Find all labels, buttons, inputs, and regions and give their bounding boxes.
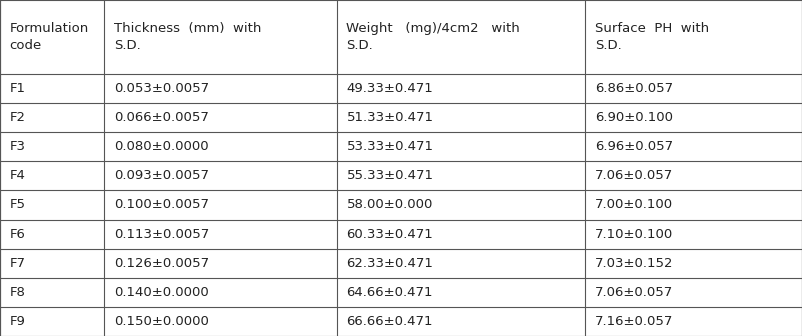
Text: F3: F3: [10, 140, 26, 153]
Text: 0.066±0.0057: 0.066±0.0057: [114, 111, 209, 124]
Text: 0.080±0.0000: 0.080±0.0000: [114, 140, 209, 153]
Text: 0.093±0.0057: 0.093±0.0057: [114, 169, 209, 182]
Text: 62.33±0.471: 62.33±0.471: [346, 257, 433, 270]
Text: 49.33±0.471: 49.33±0.471: [346, 82, 433, 95]
Text: F9: F9: [10, 315, 26, 328]
Text: F5: F5: [10, 199, 26, 211]
Text: 0.100±0.0057: 0.100±0.0057: [114, 199, 209, 211]
Text: 7.06±0.057: 7.06±0.057: [595, 169, 674, 182]
Text: 0.113±0.0057: 0.113±0.0057: [114, 227, 209, 241]
Text: 7.00±0.100: 7.00±0.100: [595, 199, 673, 211]
Text: F7: F7: [10, 257, 26, 270]
Text: 0.126±0.0057: 0.126±0.0057: [114, 257, 209, 270]
Text: Surface  PH  with
S.D.: Surface PH with S.D.: [595, 22, 709, 52]
Text: F4: F4: [10, 169, 26, 182]
Text: 7.03±0.152: 7.03±0.152: [595, 257, 674, 270]
Text: 58.00±0.000: 58.00±0.000: [346, 199, 433, 211]
Text: 6.86±0.057: 6.86±0.057: [595, 82, 673, 95]
Text: 0.150±0.0000: 0.150±0.0000: [114, 315, 209, 328]
Text: 6.96±0.057: 6.96±0.057: [595, 140, 673, 153]
Text: 7.06±0.057: 7.06±0.057: [595, 286, 674, 299]
Text: Weight   (mg)/4cm2   with
S.D.: Weight (mg)/4cm2 with S.D.: [346, 22, 520, 52]
Text: 7.16±0.057: 7.16±0.057: [595, 315, 674, 328]
Text: 0.053±0.0057: 0.053±0.0057: [114, 82, 209, 95]
Text: 64.66±0.471: 64.66±0.471: [346, 286, 433, 299]
Text: 66.66±0.471: 66.66±0.471: [346, 315, 433, 328]
Text: 60.33±0.471: 60.33±0.471: [346, 227, 433, 241]
Text: Thickness  (mm)  with
S.D.: Thickness (mm) with S.D.: [114, 22, 261, 52]
Text: F2: F2: [10, 111, 26, 124]
Text: F1: F1: [10, 82, 26, 95]
Text: 51.33±0.471: 51.33±0.471: [346, 111, 433, 124]
Text: Formulation
code: Formulation code: [10, 22, 89, 52]
Text: 55.33±0.471: 55.33±0.471: [346, 169, 433, 182]
Text: F8: F8: [10, 286, 26, 299]
Text: 0.140±0.0000: 0.140±0.0000: [114, 286, 209, 299]
Text: F6: F6: [10, 227, 26, 241]
Text: 53.33±0.471: 53.33±0.471: [346, 140, 433, 153]
Text: 6.90±0.100: 6.90±0.100: [595, 111, 673, 124]
Text: 7.10±0.100: 7.10±0.100: [595, 227, 674, 241]
